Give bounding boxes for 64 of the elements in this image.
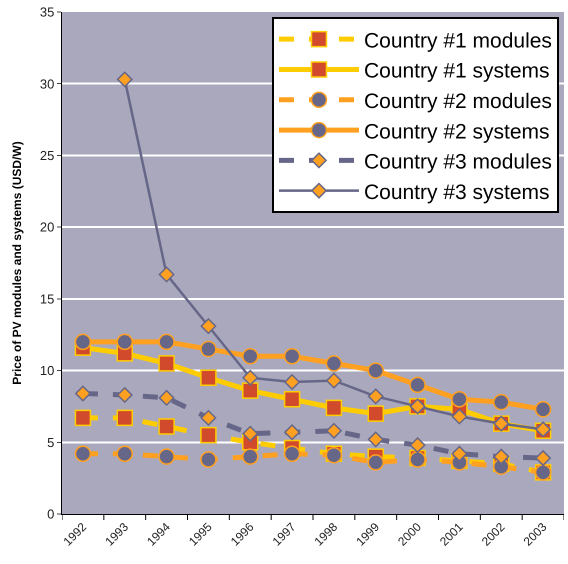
point xyxy=(368,362,384,379)
point xyxy=(242,426,258,442)
y-tick-label: 5 xyxy=(47,434,54,450)
point xyxy=(535,450,551,466)
point xyxy=(200,340,217,358)
y-tick-label: 0 xyxy=(47,506,54,522)
point xyxy=(200,369,217,386)
point xyxy=(158,266,174,282)
point xyxy=(326,400,342,416)
point xyxy=(116,446,133,462)
point xyxy=(326,422,342,439)
y-tick-label: 10 xyxy=(40,363,54,378)
point xyxy=(284,348,300,364)
point xyxy=(200,451,217,468)
point xyxy=(451,391,468,408)
y-axis-title: Price of PV modules and systems (USD/W) xyxy=(10,141,24,385)
point xyxy=(200,410,216,426)
point xyxy=(409,376,426,394)
point xyxy=(242,448,258,465)
point xyxy=(284,391,300,408)
point xyxy=(116,72,133,88)
legend-label: Country #3 systems xyxy=(364,180,550,204)
point xyxy=(158,355,175,372)
point xyxy=(326,372,342,389)
point xyxy=(75,386,91,402)
point xyxy=(200,318,216,334)
point xyxy=(158,448,175,465)
point xyxy=(242,348,258,364)
point xyxy=(368,405,384,422)
legend-label: Country #1 modules xyxy=(364,29,552,52)
point xyxy=(242,370,258,386)
point xyxy=(116,410,133,426)
point xyxy=(452,408,468,424)
legend-label: Country #2 modules xyxy=(364,90,552,113)
point xyxy=(158,418,175,435)
point xyxy=(452,446,468,462)
point xyxy=(116,334,133,350)
point xyxy=(158,334,175,350)
point xyxy=(284,424,300,440)
point xyxy=(158,390,174,406)
point xyxy=(284,374,300,390)
legend-label: Country #2 systems xyxy=(364,120,550,144)
point xyxy=(74,446,92,462)
y-tick-label: 35 xyxy=(40,4,54,20)
point xyxy=(368,388,384,404)
y-tick-label: 15 xyxy=(40,291,54,306)
point xyxy=(410,437,426,454)
point xyxy=(74,334,92,350)
legend-label: Country #3 modules xyxy=(364,150,552,174)
point xyxy=(242,382,258,399)
y-tick-label: 30 xyxy=(40,76,54,92)
point xyxy=(200,426,217,444)
y-tick-label: 25 xyxy=(40,148,54,163)
point xyxy=(493,448,510,465)
legend-label: Country #1 systems xyxy=(364,60,550,83)
point xyxy=(116,387,133,403)
point xyxy=(493,394,510,410)
point xyxy=(284,446,300,462)
point xyxy=(368,432,384,448)
point xyxy=(368,454,384,471)
y-tick-label: 20 xyxy=(40,220,54,235)
point xyxy=(74,410,92,426)
point xyxy=(326,355,342,372)
point xyxy=(534,401,552,418)
